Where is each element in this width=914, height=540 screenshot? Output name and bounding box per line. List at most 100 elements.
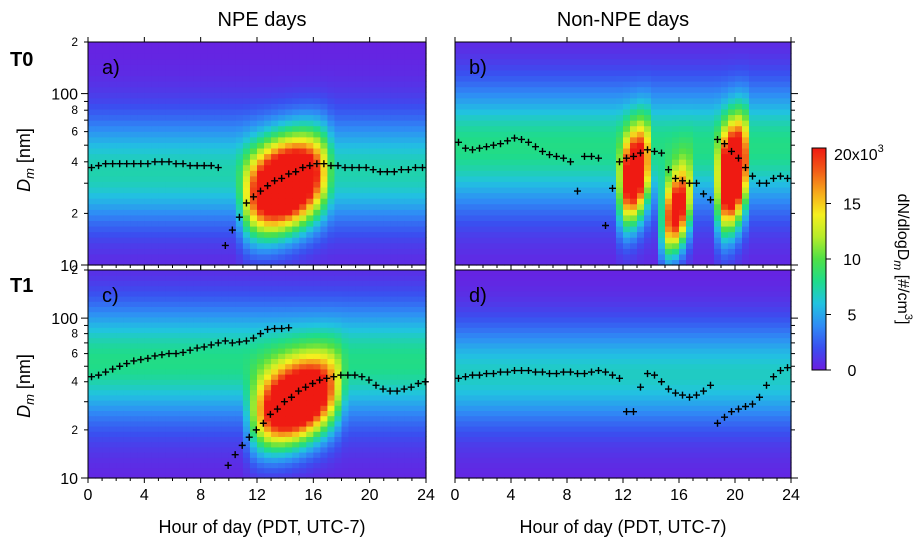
heatmap-cell — [221, 92, 230, 99]
heatmap-cell — [123, 103, 131, 110]
heatmap-cell — [151, 457, 160, 463]
heatmap-cell — [235, 253, 244, 261]
heatmap-cell — [151, 426, 160, 432]
heatmap-cell — [242, 368, 251, 375]
heatmap-cell — [504, 198, 512, 205]
heatmap-cell — [221, 353, 230, 359]
heatmap-cell — [313, 248, 321, 255]
heatmap-cell — [137, 69, 145, 77]
heatmap-cell — [383, 69, 392, 77]
heatmap-cell — [235, 358, 244, 365]
heatmap-cell — [172, 153, 181, 160]
heatmap-cell — [707, 42, 715, 49]
heatmap-cell — [672, 142, 680, 149]
heatmap-cell — [777, 198, 785, 205]
heatmap-cell — [320, 170, 329, 177]
heatmap-cell — [200, 290, 209, 297]
heatmap-cell — [355, 42, 364, 49]
heatmap-cell — [411, 131, 420, 138]
heatmap-cell — [616, 142, 624, 149]
heatmap-cell — [172, 337, 181, 344]
heatmap-cell — [397, 147, 406, 155]
heatmap-cell — [88, 322, 96, 328]
heatmap-cell — [777, 58, 785, 65]
heatmap-cell — [186, 92, 195, 99]
heatmap-cell — [334, 214, 343, 221]
heatmap-cell — [539, 231, 547, 238]
heatmap-cell — [497, 181, 505, 188]
heatmap-cell — [637, 64, 645, 71]
heatmap-cell — [637, 192, 645, 199]
heatmap-cell — [553, 248, 561, 255]
heatmap-cell — [623, 242, 631, 249]
heatmap-cell — [221, 209, 230, 216]
heatmap-cell — [186, 209, 195, 216]
heatmap-cell — [109, 237, 117, 244]
heatmap-cell — [313, 153, 321, 160]
heatmap-cell — [249, 86, 258, 93]
heatmap-cell — [476, 209, 484, 216]
heatmap-cell — [341, 114, 350, 121]
heatmap-cell — [158, 69, 167, 77]
heatmap-cell — [665, 108, 673, 116]
heatmap-cell — [320, 131, 329, 138]
heatmap-cell — [518, 142, 526, 149]
heatmap-cell — [348, 147, 357, 155]
heatmap-cell — [221, 410, 230, 417]
mode-marker — [623, 154, 630, 162]
heatmap-cell — [334, 108, 343, 116]
heatmap-cell — [756, 209, 764, 216]
heatmap-cell — [567, 198, 575, 205]
heatmap-cell — [588, 220, 596, 227]
heatmap-cell — [193, 441, 202, 448]
heatmap-cell — [341, 248, 350, 255]
heatmap-cell — [609, 64, 617, 71]
heatmap-cell — [341, 64, 350, 71]
heatmap-cell — [214, 353, 223, 359]
heatmap-cell — [567, 64, 575, 71]
heatmap-cell — [418, 64, 427, 71]
heatmap-cell — [770, 131, 778, 138]
heatmap-cell — [186, 120, 195, 127]
heatmap-cell — [418, 53, 427, 60]
heatmap-cell — [609, 159, 617, 166]
heatmap-cell — [109, 175, 117, 182]
heatmap-cell — [327, 209, 336, 216]
heatmap-cell — [630, 142, 638, 149]
heatmap-cell — [193, 384, 202, 391]
heatmap-cell — [172, 452, 181, 458]
heatmap-cell — [665, 69, 673, 77]
heatmap-cell — [567, 248, 575, 255]
heatmap-cell — [144, 86, 152, 93]
heatmap-cell — [609, 231, 617, 238]
heatmap-cell — [397, 86, 406, 93]
heatmap-cell — [158, 231, 167, 238]
heatmap-cell — [102, 64, 110, 71]
heatmap-cell — [390, 42, 399, 49]
heatmap-cell — [193, 353, 202, 359]
heatmap-cell — [242, 181, 251, 188]
heatmap-cell — [602, 147, 610, 155]
heatmap-cell — [334, 92, 343, 99]
heatmap-cell — [123, 225, 131, 233]
y-tick-label: 6 — [71, 125, 78, 139]
heatmap-cell — [264, 259, 272, 266]
heatmap-cell — [714, 237, 722, 244]
heatmap-cell — [207, 410, 216, 417]
heatmap-cell — [546, 186, 554, 194]
heatmap-cell — [285, 97, 293, 104]
heatmap-cell — [186, 75, 195, 82]
heatmap-cell — [546, 242, 554, 249]
heatmap-cell — [102, 153, 110, 160]
heatmap-cell — [130, 342, 138, 349]
heatmap-cell — [249, 394, 258, 401]
heatmap-cell — [595, 136, 603, 143]
heatmap-cell — [376, 153, 385, 160]
heatmap-cell — [179, 285, 188, 292]
heatmap-cell — [390, 47, 399, 54]
heatmap-cell — [553, 42, 561, 49]
heatmap-cell — [553, 69, 561, 77]
heatmap-cell — [362, 225, 371, 233]
heatmap-cell — [644, 92, 652, 99]
heatmap-cell — [285, 64, 293, 71]
